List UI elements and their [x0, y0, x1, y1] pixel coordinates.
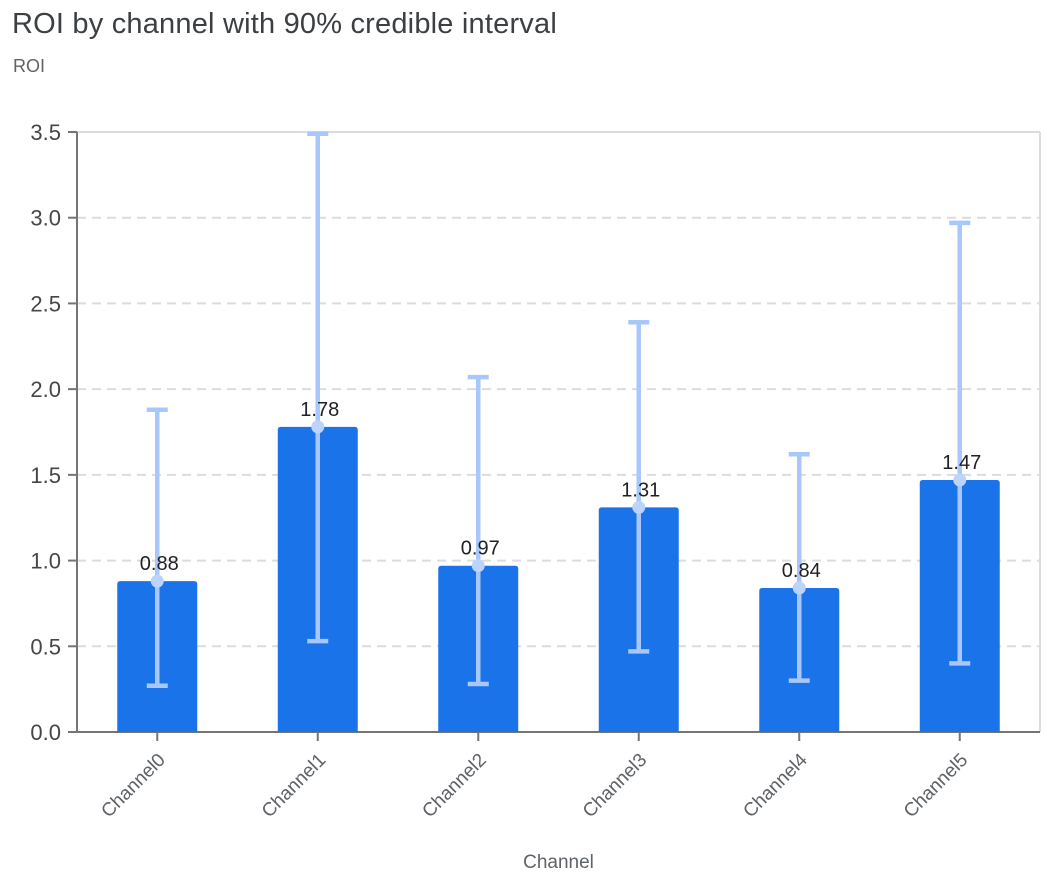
y-tick-label: 3.0	[30, 206, 61, 231]
y-tick-label: 0.0	[30, 720, 61, 745]
x-tick-label: Channel5	[900, 750, 972, 822]
error-bar-mean-marker	[150, 574, 164, 588]
x-tick-label: Channel3	[579, 750, 651, 822]
bar-value-label: 0.88	[140, 553, 179, 575]
y-tick-label: 3.5	[30, 120, 61, 145]
error-bar-mean-marker	[311, 420, 325, 434]
chart-title: ROI by channel with 90% credible interva…	[12, 8, 557, 40]
error-bar-mean-marker	[471, 559, 485, 573]
y-tick-label: 1.0	[30, 549, 61, 574]
x-tick-label: Channel0	[97, 750, 169, 822]
x-tick-label: Channel1	[258, 750, 330, 822]
bar-value-label: 1.78	[300, 399, 339, 421]
bar-value-label: 1.47	[942, 452, 981, 474]
error-bar-mean-marker	[792, 581, 806, 595]
bar-value-label: 0.97	[461, 538, 500, 560]
y-tick-label: 0.5	[30, 634, 61, 659]
y-tick-label: 1.5	[30, 463, 61, 488]
x-tick-label: Channel4	[739, 749, 812, 822]
x-axis-title: Channel	[523, 852, 594, 873]
bar-value-label: 1.31	[621, 479, 660, 501]
x-tick-label: Channel2	[418, 750, 490, 822]
bar-value-label: 0.84	[782, 560, 821, 582]
y-tick-label: 2.0	[30, 377, 61, 402]
y-axis-title: ROI	[13, 56, 46, 76]
y-tick-label: 2.5	[30, 291, 61, 316]
error-bar-mean-marker	[953, 473, 967, 487]
error-bar-mean-marker	[632, 500, 646, 514]
